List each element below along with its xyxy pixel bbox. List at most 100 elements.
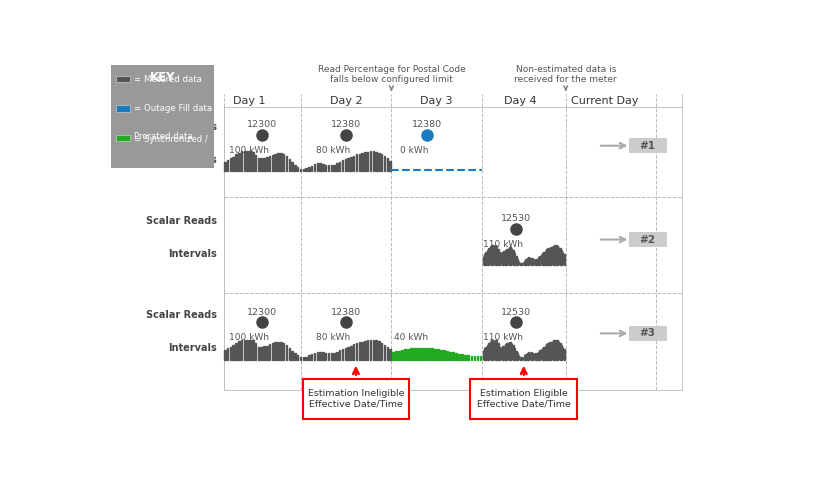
Bar: [235, 154, 237, 172]
Bar: [333, 165, 335, 172]
Bar: [306, 168, 307, 172]
Text: Estimation Ineligible
Effective Date/Time: Estimation Ineligible Effective Date/Tim…: [307, 389, 404, 409]
Text: 12530: 12530: [501, 308, 531, 317]
FancyBboxPatch shape: [629, 232, 667, 247]
Bar: [317, 352, 318, 360]
Text: 100 kWh: 100 kWh: [229, 334, 269, 342]
Bar: [364, 341, 366, 360]
Bar: [356, 343, 357, 360]
Bar: [297, 167, 298, 172]
Bar: [247, 340, 248, 360]
Bar: [372, 151, 374, 172]
Text: Day 2: Day 2: [330, 96, 362, 106]
Text: 12380: 12380: [412, 120, 442, 129]
Bar: [238, 152, 240, 172]
Text: Estimation Eligible
Effective Date/Time: Estimation Eligible Effective Date/Time: [476, 389, 571, 409]
Bar: [252, 340, 253, 360]
Bar: [235, 343, 237, 360]
Bar: [325, 353, 327, 360]
FancyBboxPatch shape: [629, 138, 667, 153]
Text: = Outage Fill data: = Outage Fill data: [134, 104, 212, 113]
Bar: [378, 153, 380, 172]
Bar: [467, 356, 469, 360]
Bar: [458, 354, 460, 360]
Bar: [261, 347, 262, 360]
Bar: [419, 348, 421, 360]
Bar: [428, 348, 430, 360]
Bar: [283, 343, 284, 360]
Bar: [232, 345, 234, 360]
Text: 12530: 12530: [501, 214, 531, 223]
Bar: [473, 356, 476, 360]
Text: Current Day: Current Day: [571, 96, 638, 106]
Text: Day 1: Day 1: [233, 96, 266, 106]
Bar: [370, 340, 372, 360]
Bar: [331, 165, 332, 172]
Bar: [272, 155, 273, 172]
Bar: [277, 153, 279, 172]
Bar: [367, 340, 368, 360]
Bar: [376, 340, 377, 360]
Bar: [333, 353, 335, 360]
Bar: [319, 352, 321, 360]
FancyBboxPatch shape: [111, 65, 214, 168]
Bar: [261, 158, 262, 172]
Text: Intervals: Intervals: [168, 155, 217, 165]
Text: = Metered data: = Metered data: [134, 75, 202, 84]
Bar: [465, 355, 466, 360]
Bar: [266, 346, 267, 360]
Text: 110 kWh: 110 kWh: [483, 239, 523, 249]
Bar: [370, 152, 372, 172]
Bar: [372, 340, 374, 360]
Bar: [322, 352, 324, 360]
Bar: [252, 152, 253, 172]
Bar: [302, 358, 304, 360]
Bar: [247, 151, 248, 172]
Text: 40 kWh: 40 kWh: [394, 334, 428, 342]
Text: Read Percentage for Postal Code
falls below configured limit: Read Percentage for Postal Code falls be…: [317, 65, 466, 90]
Bar: [294, 165, 296, 172]
Text: Scalar Reads: Scalar Reads: [146, 216, 217, 226]
Bar: [376, 152, 377, 172]
Bar: [227, 348, 228, 360]
Bar: [308, 167, 310, 172]
Text: Scalar Reads: Scalar Reads: [146, 122, 217, 132]
Bar: [327, 165, 329, 172]
Bar: [339, 350, 341, 360]
Bar: [356, 154, 357, 172]
FancyBboxPatch shape: [116, 105, 130, 112]
Bar: [347, 347, 349, 360]
Bar: [395, 351, 397, 360]
Bar: [422, 348, 424, 360]
Bar: [331, 353, 332, 360]
Text: Non-estimated data is
received for the meter: Non-estimated data is received for the m…: [515, 65, 617, 90]
Bar: [401, 350, 402, 360]
Bar: [306, 357, 307, 360]
Bar: [325, 164, 327, 172]
Bar: [249, 340, 251, 360]
Bar: [398, 351, 400, 360]
FancyBboxPatch shape: [223, 94, 682, 391]
Bar: [456, 353, 457, 360]
Bar: [241, 151, 242, 172]
Bar: [425, 348, 426, 360]
Bar: [387, 347, 388, 360]
Bar: [381, 154, 382, 172]
Bar: [437, 349, 439, 360]
Text: Intervals: Intervals: [168, 249, 217, 259]
Bar: [230, 347, 232, 360]
Bar: [342, 161, 343, 172]
Bar: [443, 350, 445, 360]
Text: 80 kWh: 80 kWh: [317, 334, 351, 342]
Bar: [353, 344, 355, 360]
Bar: [314, 353, 315, 360]
Bar: [227, 160, 228, 172]
Text: Day 4: Day 4: [504, 96, 536, 106]
Bar: [389, 349, 391, 360]
Bar: [308, 356, 310, 360]
Bar: [280, 153, 282, 172]
Bar: [327, 353, 329, 360]
Bar: [292, 351, 293, 360]
Bar: [311, 354, 312, 360]
Bar: [431, 348, 433, 360]
